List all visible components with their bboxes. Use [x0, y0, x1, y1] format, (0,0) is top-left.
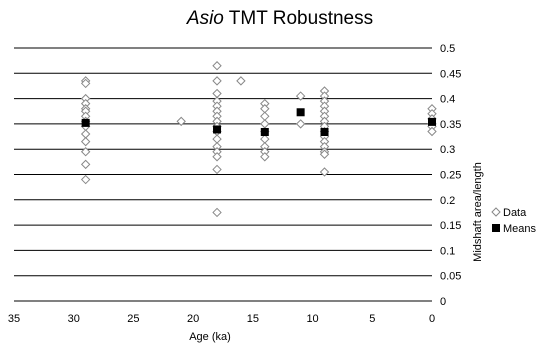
data-point [427, 126, 437, 137]
data-point [295, 91, 306, 101]
chart-title-rest: TMT Robustness [223, 8, 374, 29]
y-axis-label: Midshaft area/length [472, 162, 484, 262]
data-point [212, 207, 222, 218]
y-tick-label: 0.3 [440, 144, 455, 156]
y-tick-label: 0.5 [440, 43, 455, 55]
data-point [212, 134, 222, 144]
y-tick-label: 0.2 [440, 195, 455, 207]
data-point [80, 129, 91, 139]
y-tick-label: 0.35 [440, 119, 461, 131]
legend-means-marker [492, 224, 500, 232]
y-tick-label: 0.15 [440, 220, 461, 232]
legend-data-marker [491, 207, 501, 217]
data-point [80, 174, 91, 185]
y-tick-label: 0.05 [440, 271, 461, 283]
legend-means-label: Means [503, 223, 537, 235]
mean-point [296, 108, 305, 117]
data-point [212, 88, 222, 99]
data-point [212, 164, 222, 175]
data-point [80, 147, 91, 157]
data-point [80, 159, 91, 170]
mean-point [428, 117, 436, 126]
x-tick-label: 30 [68, 313, 80, 325]
y-tick-label: 0.4 [440, 94, 455, 106]
data-point [236, 76, 246, 86]
data-point [319, 149, 330, 159]
mean-point [81, 118, 90, 127]
data-point [212, 61, 222, 71]
legend-data-label: Data [503, 207, 527, 219]
x-tick-label: 0 [429, 313, 435, 325]
x-tick-label: 35 [8, 313, 20, 325]
y-tick-label: 0 [440, 296, 446, 308]
x-tick-label: 5 [369, 313, 375, 325]
data-point [80, 78, 91, 89]
data-point [212, 76, 222, 86]
data-point [295, 119, 306, 129]
data-point [260, 119, 270, 129]
data-point [176, 116, 186, 127]
mean-point [320, 127, 329, 136]
data-point [212, 152, 222, 162]
chart-title: Asio TMT Robustness [130, 8, 430, 30]
data-point [260, 134, 270, 144]
y-tick-label: 0.45 [440, 68, 461, 80]
chart-title-italic: Asio [186, 8, 224, 29]
data-point [80, 136, 91, 147]
y-tick-label: 0.1 [440, 245, 455, 257]
x-tick-label: 25 [127, 313, 139, 325]
x-tick-label: 20 [187, 313, 199, 325]
data-point [260, 111, 270, 122]
data-point [260, 104, 270, 114]
y-tick-label: 0.25 [440, 170, 461, 182]
data-point [319, 167, 330, 177]
mean-point [213, 125, 222, 134]
x-axis-label: Age (ka) [189, 331, 231, 343]
x-tick-label: 15 [247, 313, 259, 325]
mean-point [260, 127, 269, 136]
x-tick-label: 10 [306, 313, 318, 325]
data-point [260, 152, 270, 162]
